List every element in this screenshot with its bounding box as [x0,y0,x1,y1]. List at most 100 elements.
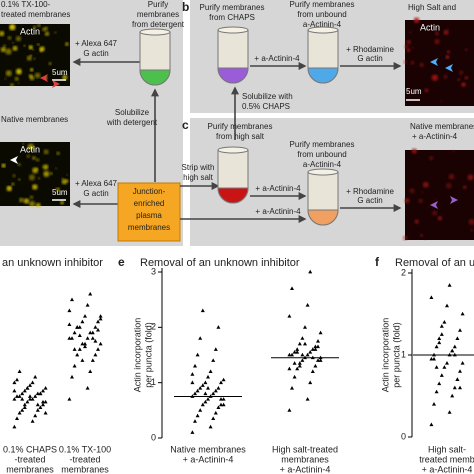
data-point [96,319,100,324]
data-point [216,325,221,329]
data-point [195,413,200,418]
speckle [23,198,30,204]
image-title: 0.1% TX-100- [1,0,51,9]
data-point [455,377,460,381]
data-point [70,297,74,302]
step-label: G actin [83,189,108,198]
data-point [458,328,462,332]
image-title: Native membranes [1,115,68,124]
speckle [48,62,52,66]
data-point [43,399,48,404]
data-point [221,397,226,401]
data-point [287,408,292,412]
image-title: High Salt and [408,3,456,12]
step-label: Purify membranes [290,140,355,149]
speckle [424,88,429,93]
step-label: Purify [148,0,168,9]
data-point [90,330,95,335]
step-label: Solubilize with [242,92,293,101]
speckle [35,202,41,208]
x-tick-label: + a-Actinin-4 [422,464,473,474]
data-point [33,374,38,379]
data-point [447,410,452,414]
step-label: Purify membranes [200,3,265,12]
speckle [32,184,38,190]
data-point [303,341,307,346]
speckle [12,41,14,44]
data-point [12,388,17,393]
step-label: Solubilize [115,108,150,117]
speckle [61,177,64,180]
step-label: G actin [357,196,382,205]
data-point [93,338,98,343]
speckle [41,27,46,32]
data-point [432,402,436,406]
data-point [219,397,223,401]
data-point [437,340,442,345]
source-label: membranes [128,223,170,232]
step-label: + a-Actinin-4 [255,184,301,193]
data-point [85,303,90,307]
step-label: membranes [137,10,179,19]
data-point [88,330,93,335]
data-point [460,361,465,365]
speckle [66,174,69,176]
data-point [434,389,439,394]
image [405,150,474,240]
speckle [65,179,69,183]
data-point [43,410,48,415]
x-tick-label: High salt- [428,444,466,454]
data-point [200,383,205,387]
data-point [96,347,100,351]
image-title: + a-Actinin-4 [412,132,458,141]
data-point [290,386,294,390]
speckle [33,25,37,29]
speckle [418,198,423,204]
speckle [457,78,461,81]
speckle [29,68,34,72]
speckle [427,205,430,208]
data-point [98,316,103,321]
data-point [75,325,80,329]
speckle [7,35,12,40]
data-point [83,344,87,349]
speckle [27,143,35,151]
speckle [33,57,36,60]
chart-title: Removal of an unknown inhibitor [140,257,300,269]
x-tick-label: Native membranes [170,444,246,454]
speckle [434,31,439,36]
y-tick-label: 1 [401,349,406,359]
tube-fill [139,69,171,86]
data-point [211,416,216,421]
speckle [437,216,443,221]
speckle [461,82,466,87]
data-point [310,347,315,351]
data-point [12,424,17,429]
speckle [434,38,440,45]
data-point [67,308,72,313]
data-point [35,402,40,407]
data-point [198,336,203,340]
data-point [452,385,457,390]
image [405,20,474,106]
data-point [98,341,103,346]
speckle [18,178,21,181]
speckle [463,185,467,190]
x-tick-label: 0.1% TX-100 [59,444,111,454]
speckle [0,31,5,37]
speckle [55,187,60,192]
data-point [295,366,300,371]
image-label: Actin [420,22,440,32]
data-point [17,410,22,415]
speckle [32,167,39,174]
data-point [316,344,320,349]
tube-rim [307,26,339,34]
x-tick-label: membranes [281,454,329,464]
x-tick-label: membranes [61,464,109,474]
data-point [41,402,45,407]
speckle [4,77,7,80]
speckle [421,191,424,194]
data-point [90,358,95,362]
speckle [39,46,45,52]
